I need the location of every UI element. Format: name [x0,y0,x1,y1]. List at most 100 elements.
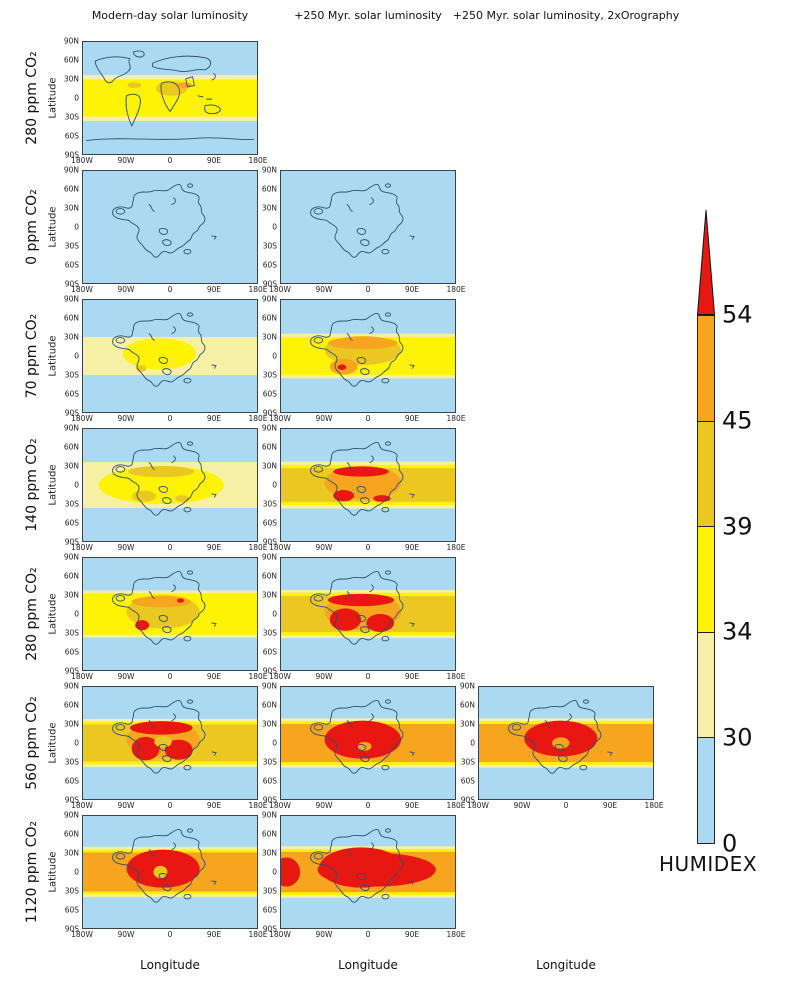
x-tick-label: 180W [71,801,93,810]
x-tick-label: 180E [446,543,466,552]
continent-outline [212,73,216,80]
map-panel-r1c0: 90N 60N 30N 0 30S 60S 90S 180W 90W 0 90E 180E [60,166,268,299]
humidex-patch-red [329,608,362,631]
continent-outline [133,51,144,57]
y-axis-title: Latitude [47,335,59,377]
x-tick-label: 90W [513,801,531,810]
coastline-detail [385,442,390,445]
coastline-detail [212,752,216,755]
y-tick-label: 60S [64,260,79,270]
coastline-detail [187,442,192,445]
y-axis-ticks: 90N 60N 30N 0 30S 60S 90S [60,553,82,674]
coastline-detail [545,721,550,728]
y-tick-label: 0 [74,867,79,877]
x-tick-label: 90E [602,801,618,810]
colorbar-arrow [696,209,716,315]
coastline-detail [163,627,171,633]
coastline-detail [357,745,365,751]
y-tick-label: 0 [272,738,277,748]
humidex-patch-gold [128,465,195,478]
humidex-patch-red [176,598,184,603]
continent-outline [126,94,140,126]
continent-outline [198,96,212,99]
coastline-detail [382,249,389,253]
x-tick-label: 180E [248,285,268,294]
colorbar-tick-label: 45 [722,406,753,435]
coastline-detail [370,327,374,334]
panel-body: 90N 60N 30N 0 30S 60S 90S [60,811,258,932]
humidex-patch-orange [552,737,570,749]
coastline-detail [149,334,154,341]
x-axis-ticks: 180W 90W 0 90E 180E [269,800,465,815]
humidex-patch-red [327,593,395,607]
coastline-detail [357,487,365,493]
map-svg [479,687,653,799]
x-tick-label: 180W [71,414,93,423]
coastline-detail [370,843,374,850]
map-area [280,557,456,671]
coastline-detail [212,365,216,368]
x-tick-label: 90W [315,930,333,939]
map-area [280,170,456,284]
x-tick-label: 0 [365,801,371,810]
coastline-detail [382,636,389,640]
x-axis-ticks: 180W 90W 0 90E 180E [269,542,465,557]
colorbar [697,315,715,844]
empty-cell [456,428,654,557]
coastline-detail [314,467,323,473]
coastline-detail [347,334,352,341]
humidex-patch-orange [177,82,192,88]
y-tick-label: 30S [262,499,277,509]
map-svg [281,816,455,928]
humidex-patch-orange [327,336,398,350]
coastline-detail [361,627,369,633]
x-tick-label: 90W [117,285,135,294]
y-tick-label: 90N [261,294,277,304]
coastline-detail [184,378,191,382]
coastline-detail [361,885,369,891]
y-tick-label: 60S [64,905,79,915]
y-tick-label: 60N [63,700,79,710]
humidex-patch-red [324,720,402,759]
y-tick-label: 90N [261,681,277,691]
coastline-detail [149,850,154,857]
coastline-detail [385,571,390,574]
figure-row: 0 ppm CO₂ Latitude 90N 60N 30N 0 30S 60S 90S 180W… [8,166,654,299]
coastline-detail [116,854,125,860]
y-tick-label: 0 [272,867,277,877]
x-tick-label: 0 [167,414,173,423]
map-area [82,557,258,671]
map-panel-r5c0: 90N 60N 30N 0 30S 60S 90S 180W 90W 0 90E 180E [60,682,268,815]
y-tick-label: 90S [64,279,79,289]
map-panel-r6c0: 90N 60N 30N 0 30S 60S 90S 180W 90W 0 90E 180E [60,811,268,944]
map-svg [281,300,455,412]
y-tick-label: 60N [261,829,277,839]
x-tick-label: 0 [167,543,173,552]
map-panel-r5c1: 90N 60N 30N 0 30S 60S 90S 180W 90W 0 90E 180E [258,682,466,815]
empty-cell [456,170,654,299]
colorbar-segment-yellow [698,527,714,633]
y-tick-label: 90S [64,150,79,160]
y-tick-label: 0 [272,609,277,619]
coastline-detail [559,756,567,762]
y-tick-label: 60N [63,829,79,839]
y-axis-ticks: 90N 60N 30N 0 30S 60S 90S [60,295,82,416]
humidex-patch-red [281,857,301,887]
coastline-detail [172,327,176,334]
y-tick-label: 0 [272,222,277,232]
panel-body: 90N 60N 30N 0 30S 60S 90S [258,295,456,416]
y-tick-label: 90N [63,36,79,46]
y-tick-label: 0 [74,480,79,490]
colorbar-tick-label: 0 [722,829,738,858]
x-tick-label: 0 [167,930,173,939]
colorbar-tick-label: 54 [722,300,753,329]
x-tick-label: 90W [315,414,333,423]
x-tick-label: 90E [206,156,222,165]
coastline-detail [410,494,414,497]
row-co2-label: 1120 ppm CO₂ [24,820,40,924]
x-tick-label: 180E [446,801,466,810]
coastline-detail [187,700,192,703]
coastline-detail [184,636,191,640]
figure-row: 1120 ppm CO₂ Latitude 90N 60N 30N 0 30S 60S 90S 1… [8,811,654,944]
coastline-detail [159,874,167,880]
